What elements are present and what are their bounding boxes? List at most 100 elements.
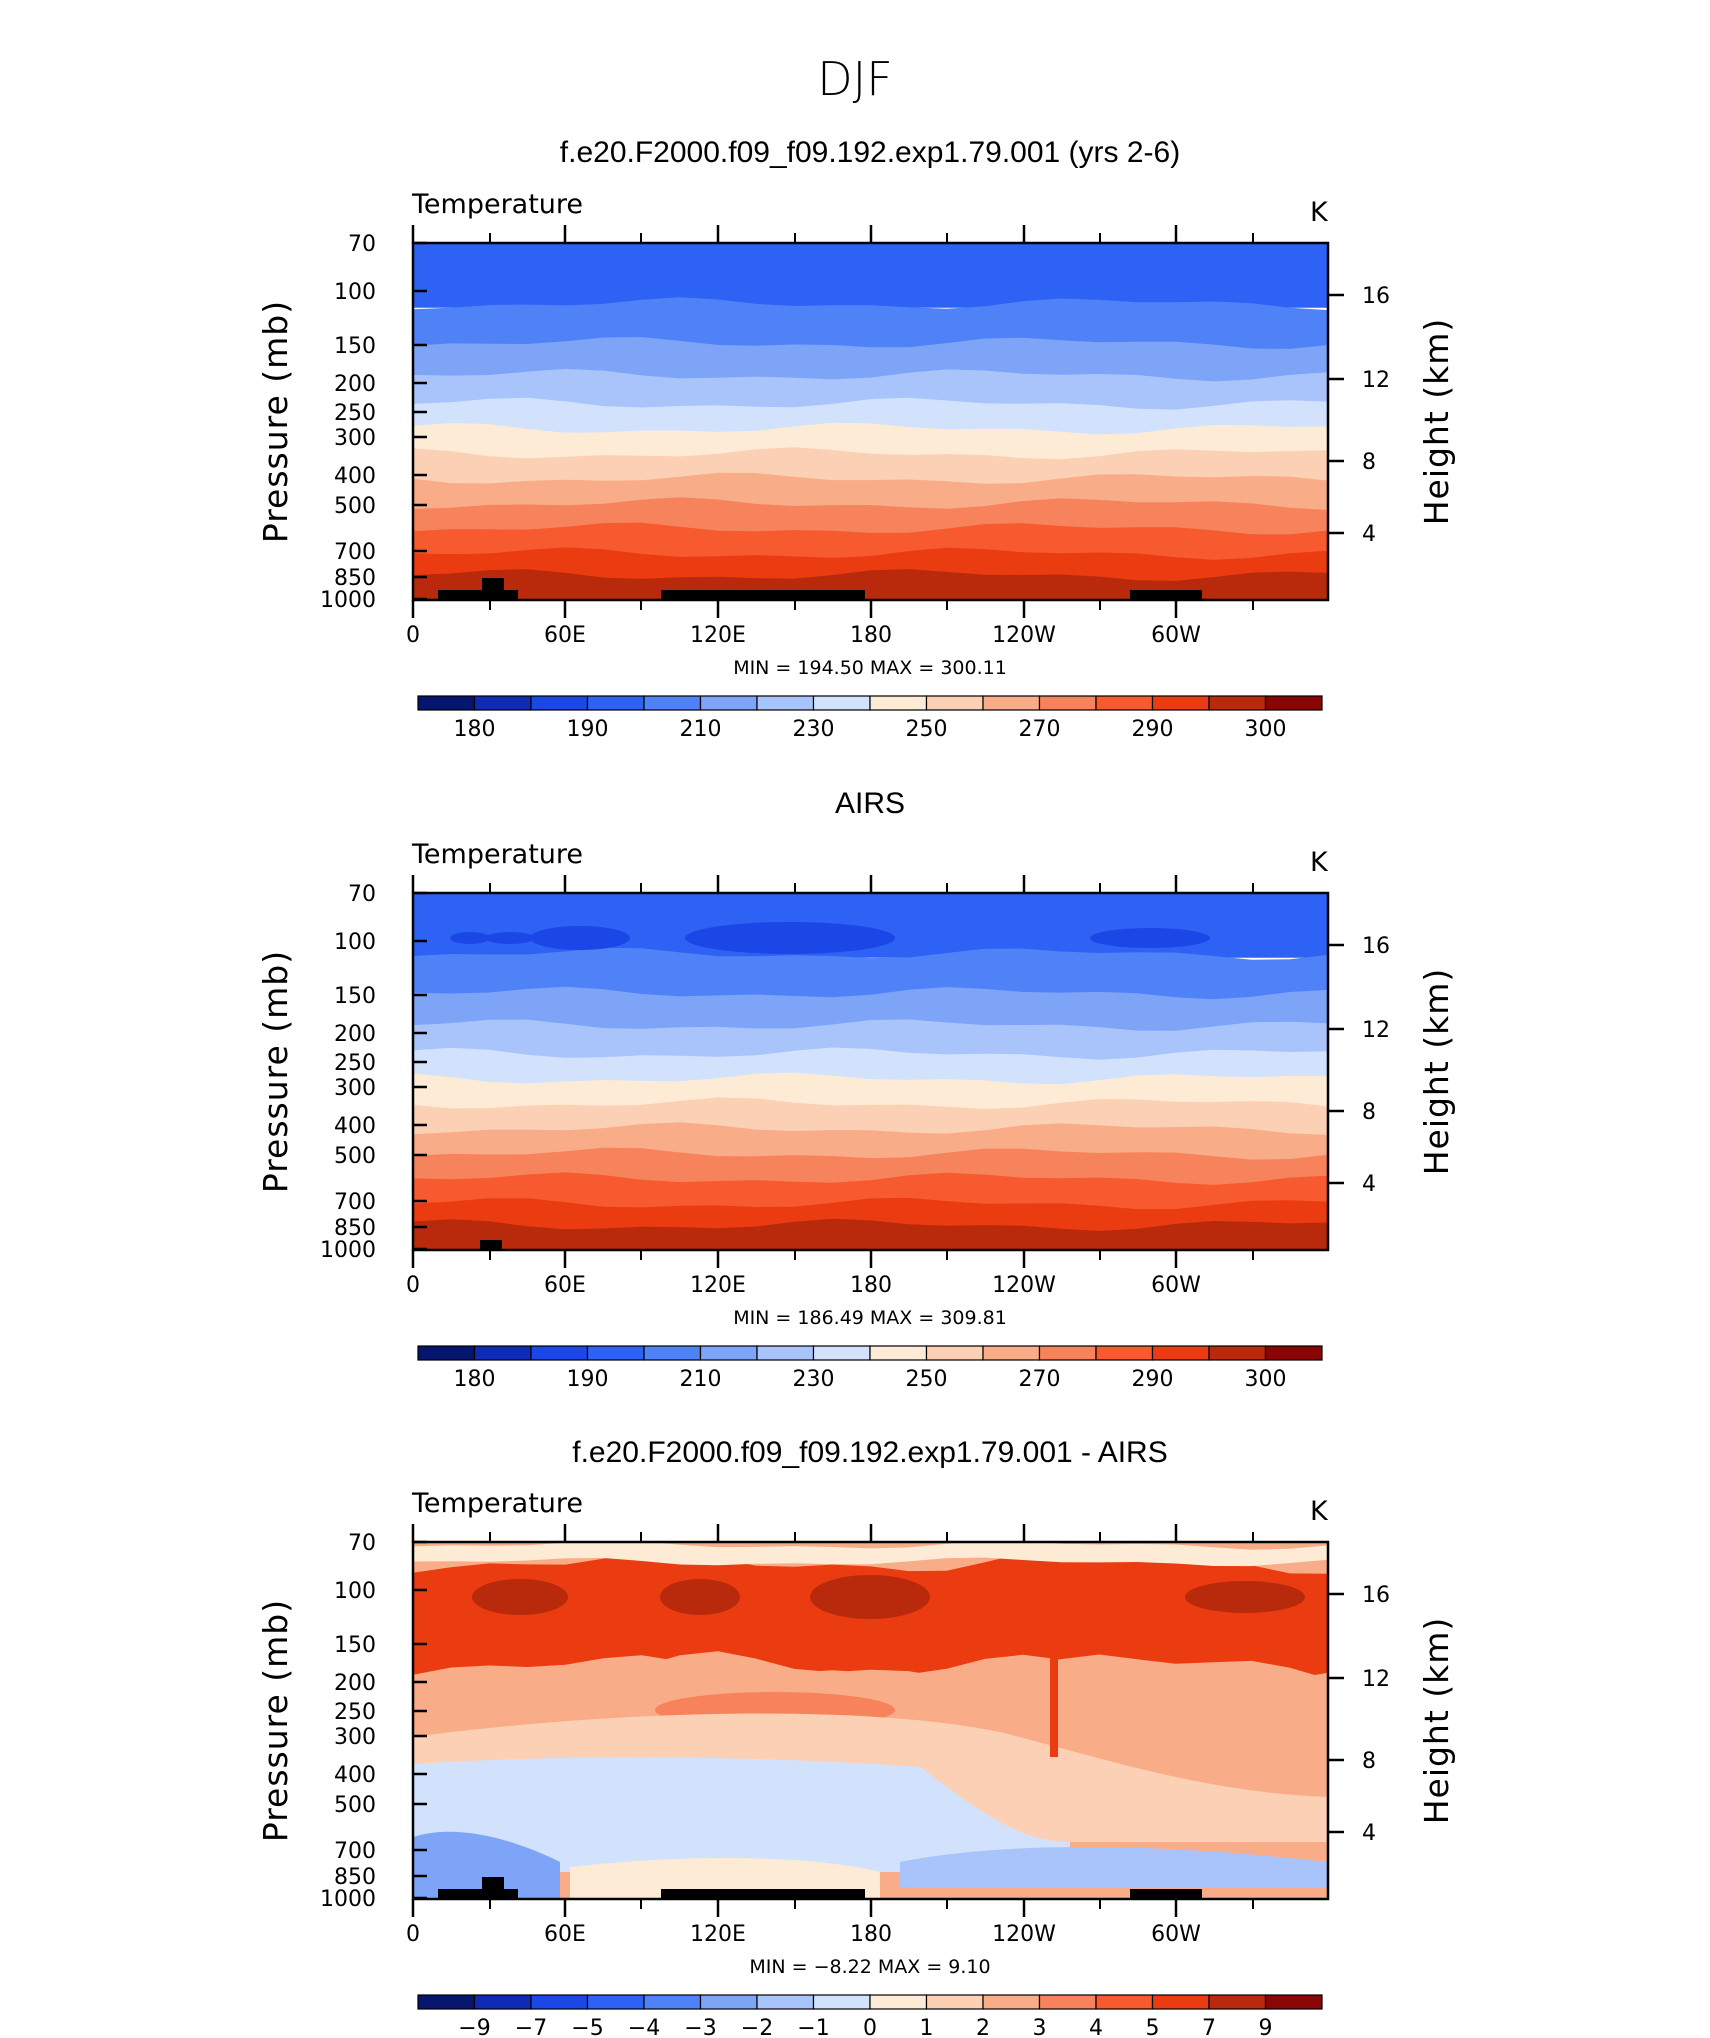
colorbar-swatch bbox=[530, 695, 589, 711]
x-tick-label: 180 bbox=[850, 623, 892, 648]
x-tick-label: 120E bbox=[690, 623, 746, 648]
colorbar-swatch bbox=[417, 1994, 476, 2010]
units-label: K bbox=[1310, 197, 1329, 228]
y-tick-label: 300 bbox=[334, 1076, 376, 1101]
topography bbox=[661, 1889, 865, 1899]
colorbar-swatch bbox=[643, 695, 702, 711]
y-right-axis-label: Height (km) bbox=[1417, 968, 1456, 1176]
x-tick-label: 60W bbox=[1151, 1922, 1201, 1947]
y-tick-label: 200 bbox=[334, 1022, 376, 1047]
colorbar-swatch bbox=[699, 1994, 758, 2010]
colorbar-label: 300 bbox=[1245, 717, 1287, 742]
y-tick-label: 200 bbox=[334, 372, 376, 397]
y-tick-label: 700 bbox=[334, 540, 376, 565]
colorbar-swatch bbox=[1264, 1994, 1323, 2010]
panel-title: f.e20.F2000.f09_f09.192.exp1.79.001 (yrs… bbox=[560, 136, 1180, 169]
colorbar-swatch bbox=[925, 695, 984, 711]
contour-band bbox=[413, 1218, 1328, 1250]
y-right-axis-label: Height (km) bbox=[1417, 1617, 1456, 1825]
x-tick-label: 60E bbox=[544, 1273, 586, 1298]
x-tick-label: 60W bbox=[1151, 1273, 1201, 1298]
colorbar-label: 2 bbox=[976, 2016, 990, 2038]
y-right-tick-label: 4 bbox=[1362, 522, 1376, 547]
colorbar-label: 210 bbox=[680, 717, 722, 742]
y-tick-label: 400 bbox=[334, 464, 376, 489]
y-right-tick-label: 12 bbox=[1362, 1018, 1390, 1043]
x-tick-label: 180 bbox=[850, 1922, 892, 1947]
units-label: K bbox=[1310, 847, 1329, 878]
colorbar-label: 290 bbox=[1132, 1367, 1174, 1392]
x-tick-label: 60E bbox=[544, 623, 586, 648]
colorbar-swatch bbox=[1095, 1345, 1154, 1361]
colorbar-label: 190 bbox=[567, 1367, 609, 1392]
colorbar-swatch bbox=[925, 1345, 984, 1361]
y-tick-label: 100 bbox=[334, 1579, 376, 1604]
cold-pool bbox=[685, 922, 895, 954]
colorbar-label: 0 bbox=[863, 2016, 877, 2038]
contour-band bbox=[413, 569, 1328, 600]
contour-band bbox=[413, 1542, 1328, 1567]
y-tick-label: 400 bbox=[334, 1114, 376, 1139]
y-tick-label: 500 bbox=[334, 1793, 376, 1818]
x-tick-label: 120E bbox=[690, 1273, 746, 1298]
colorbar-swatch bbox=[756, 1994, 815, 2010]
cold-pool bbox=[450, 932, 490, 944]
colorbar-swatch bbox=[1208, 695, 1267, 711]
colorbar-swatch bbox=[1151, 1345, 1210, 1361]
cold-pool bbox=[485, 932, 535, 944]
colorbar-label: 190 bbox=[567, 717, 609, 742]
y-axis-label: Pressure (mb) bbox=[256, 950, 295, 1193]
y-tick-label: 500 bbox=[334, 1144, 376, 1169]
colorbar: 180 190 210 230 250 270 290 300 bbox=[417, 695, 1323, 742]
colorbar-swatch bbox=[473, 1994, 532, 2010]
x-tick-label: 120W bbox=[992, 623, 1056, 648]
colorbar-label: −3 bbox=[684, 2016, 716, 2038]
min-max-stats: MIN = −8.22 MAX = 9.10 bbox=[749, 1956, 990, 1978]
topography bbox=[438, 590, 518, 600]
cold-pool bbox=[1090, 928, 1210, 948]
colorbar-label: −5 bbox=[571, 2016, 603, 2038]
x-tick-label: 120W bbox=[992, 1922, 1056, 1947]
colorbar: 180 190 210 230 250 270 290 300 bbox=[417, 1345, 1323, 1392]
colorbar-swatch bbox=[812, 695, 871, 711]
y-tick-label: 850 bbox=[334, 566, 376, 591]
colorbar-swatch bbox=[1038, 1345, 1097, 1361]
y-tick-label: 150 bbox=[334, 334, 376, 359]
colorbar-swatch bbox=[1264, 695, 1323, 711]
colorbar-label: 7 bbox=[1202, 2016, 1216, 2038]
y-axis-label: Pressure (mb) bbox=[256, 300, 295, 543]
contour-field bbox=[413, 893, 1328, 1250]
y-tick-label: 250 bbox=[334, 401, 376, 426]
y-tick-label: 700 bbox=[334, 1839, 376, 1864]
panel-1: f.e20.F2000.f09_f09.192.exp1.79.001 (yrs… bbox=[256, 136, 1456, 742]
colorbar-swatch bbox=[1151, 1994, 1210, 2010]
colorbar-label: 230 bbox=[793, 717, 835, 742]
colorbar-swatch bbox=[530, 1345, 589, 1361]
colorbar-swatch bbox=[869, 1994, 928, 2010]
contour-band bbox=[1050, 1642, 1058, 1757]
colorbar-label: −1 bbox=[797, 2016, 829, 2038]
colorbar-swatch bbox=[869, 695, 928, 711]
contour-band bbox=[413, 986, 1328, 1035]
colorbar-swatch bbox=[1095, 695, 1154, 711]
cold-pool bbox=[530, 926, 630, 950]
colorbar-swatch bbox=[1038, 1994, 1097, 2010]
x-tick-label: 120E bbox=[690, 1922, 746, 1947]
colorbar-swatch bbox=[473, 1345, 532, 1361]
y-tick-label: 200 bbox=[334, 1671, 376, 1696]
colorbar-swatch bbox=[756, 695, 815, 711]
warm-core bbox=[472, 1579, 568, 1615]
contour-field bbox=[413, 1542, 1328, 1899]
colorbar: −9 −7 −5 −4 −3 −2 −1 0 1 2 3 4 5 7 9 bbox=[417, 1994, 1323, 2038]
colorbar-swatch bbox=[1208, 1994, 1267, 2010]
colorbar-label: −7 bbox=[515, 2016, 547, 2038]
topography bbox=[1130, 590, 1202, 600]
x-tick-label: 0 bbox=[406, 1922, 420, 1947]
colorbar-swatch bbox=[417, 1345, 476, 1361]
contour-band bbox=[570, 1857, 880, 1899]
y-right-tick-label: 16 bbox=[1362, 934, 1390, 959]
colorbar-swatch bbox=[812, 1345, 871, 1361]
colorbar-label: 5 bbox=[1146, 2016, 1160, 2038]
y-right-tick-label: 8 bbox=[1362, 1100, 1376, 1125]
